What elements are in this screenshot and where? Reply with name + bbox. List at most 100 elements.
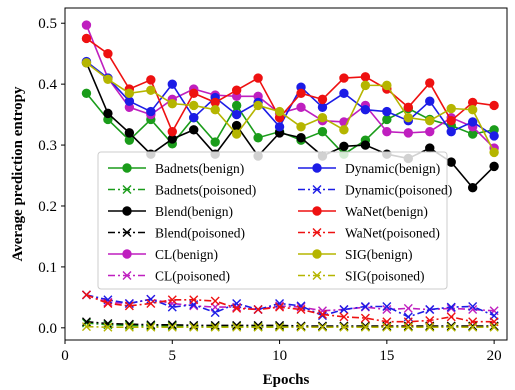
legend-marker <box>312 206 322 216</box>
legend-entry: Dynamic(poisoned) <box>298 183 452 198</box>
legend-entry: Dynamic(benign) <box>298 161 440 176</box>
data-point <box>317 311 327 321</box>
legend-marker <box>122 271 132 280</box>
series-line <box>86 294 495 318</box>
legend-entry: Badnets(benign) <box>108 161 244 176</box>
data-point <box>425 305 435 315</box>
legend-entry: Badnets(poisoned) <box>108 183 256 198</box>
data-point <box>425 115 435 126</box>
data-point <box>382 302 392 311</box>
y-axis-title: Average prediction entropy <box>10 86 26 261</box>
legend-label: Badnets(poisoned) <box>155 183 256 198</box>
data-point <box>275 298 285 308</box>
data-point <box>339 141 349 151</box>
data-point <box>425 316 435 326</box>
legend-marker <box>312 185 322 194</box>
data-point <box>446 103 456 114</box>
data-point <box>296 133 306 143</box>
data-point <box>167 322 177 332</box>
y-tick-label: 0.2 <box>38 199 57 215</box>
data-point <box>167 320 177 330</box>
data-point <box>232 303 242 313</box>
legend-entry: SIG(poisoned) <box>298 269 425 284</box>
data-point <box>296 102 306 112</box>
data-point <box>189 100 199 111</box>
data-point <box>382 106 392 117</box>
data-point <box>489 161 499 172</box>
data-point <box>275 301 285 311</box>
x-axis-title: Epochs <box>263 372 310 388</box>
legend-box <box>97 151 448 290</box>
data-point <box>167 295 177 305</box>
data-point <box>360 140 371 150</box>
series-sig-benign <box>81 58 499 158</box>
x-tick-label: 20 <box>487 348 502 364</box>
data-point <box>489 131 499 141</box>
data-point <box>317 102 328 112</box>
legend-entry: CL(poisoned) <box>108 269 230 284</box>
data-point <box>446 302 456 312</box>
data-point <box>231 85 242 95</box>
data-point <box>296 321 306 331</box>
data-point <box>81 20 92 30</box>
data-point <box>489 322 499 332</box>
data-point <box>317 94 328 105</box>
data-point <box>146 322 156 332</box>
data-point <box>382 305 392 315</box>
data-point <box>468 302 478 311</box>
legend-label: SIG(poisoned) <box>345 269 425 284</box>
y-tick-label: 0.0 <box>38 321 57 337</box>
data-point <box>189 125 199 135</box>
data-point <box>296 305 306 315</box>
data-point <box>124 128 135 138</box>
legend-label: CL(benign) <box>155 247 218 262</box>
data-point <box>210 105 220 115</box>
data-point <box>81 290 91 300</box>
series-blend-poisoned <box>81 317 499 331</box>
legend-label: Dynamic(benign) <box>345 161 440 176</box>
data-point <box>360 322 370 332</box>
legend-label: WaNet(poisoned) <box>345 226 440 241</box>
data-point <box>146 294 156 304</box>
legend-marker <box>312 271 322 280</box>
data-point <box>467 117 478 127</box>
data-point <box>275 322 285 332</box>
data-point <box>275 320 285 330</box>
data-point <box>339 88 349 98</box>
data-point <box>403 322 413 332</box>
legend-marker <box>122 228 132 237</box>
x-tick-label: 10 <box>272 348 287 364</box>
data-point <box>189 295 199 305</box>
data-point <box>425 322 435 332</box>
legend-marker <box>312 228 322 237</box>
data-point <box>81 318 91 328</box>
legend-marker <box>312 249 322 259</box>
legend-marker <box>122 163 132 173</box>
data-point <box>81 33 92 44</box>
data-point <box>124 301 134 311</box>
data-point <box>189 112 199 123</box>
series-cl-poisoned <box>81 290 499 316</box>
data-point <box>103 108 113 119</box>
data-point <box>103 319 113 329</box>
data-point <box>446 322 456 332</box>
data-point <box>360 80 371 91</box>
data-point <box>103 48 113 59</box>
data-point <box>253 320 263 330</box>
data-point <box>446 115 456 126</box>
data-point <box>382 114 392 125</box>
data-point <box>403 321 413 331</box>
data-point <box>167 79 177 89</box>
data-point <box>146 85 156 95</box>
legend-entry: CL(benign) <box>108 247 218 262</box>
data-point <box>468 321 478 331</box>
data-point <box>403 128 414 138</box>
x-tick-label: 15 <box>379 348 394 364</box>
legend-marker <box>312 163 322 173</box>
data-point <box>189 88 199 98</box>
y-tick-label: 0.3 <box>38 138 57 154</box>
data-point <box>425 126 435 137</box>
legend-entry: Blend(benign) <box>108 204 233 219</box>
data-point <box>489 321 499 331</box>
